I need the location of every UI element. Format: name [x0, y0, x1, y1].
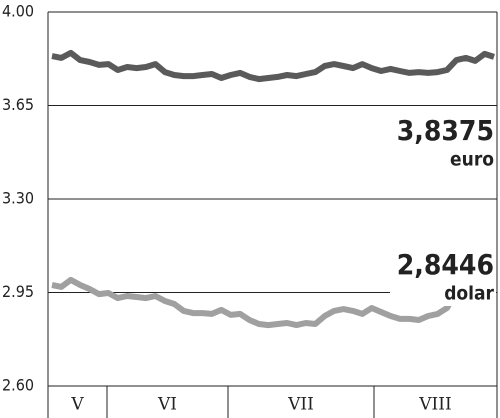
y-tick-label: 2.95 — [2, 282, 34, 301]
y-tick-label: 3.30 — [2, 189, 34, 208]
label-backing — [390, 146, 496, 172]
y-tick-label: 3.65 — [2, 95, 34, 114]
legend-label: dolar — [444, 283, 494, 305]
value-label: 3,8375 — [397, 114, 494, 147]
legend-label: euro — [450, 149, 494, 171]
y-tick-label: 2.60 — [2, 376, 34, 395]
value-label: 2,8446 — [397, 248, 494, 281]
series-line — [51, 276, 495, 329]
x-tick-label: VIII — [418, 395, 451, 415]
label-backing — [390, 280, 496, 306]
x-tick-label: V — [70, 395, 84, 415]
series-line — [51, 49, 495, 83]
x-tick-label: VI — [157, 395, 177, 415]
y-tick-label: 4.00 — [2, 2, 34, 21]
x-tick-label: VII — [287, 395, 314, 415]
